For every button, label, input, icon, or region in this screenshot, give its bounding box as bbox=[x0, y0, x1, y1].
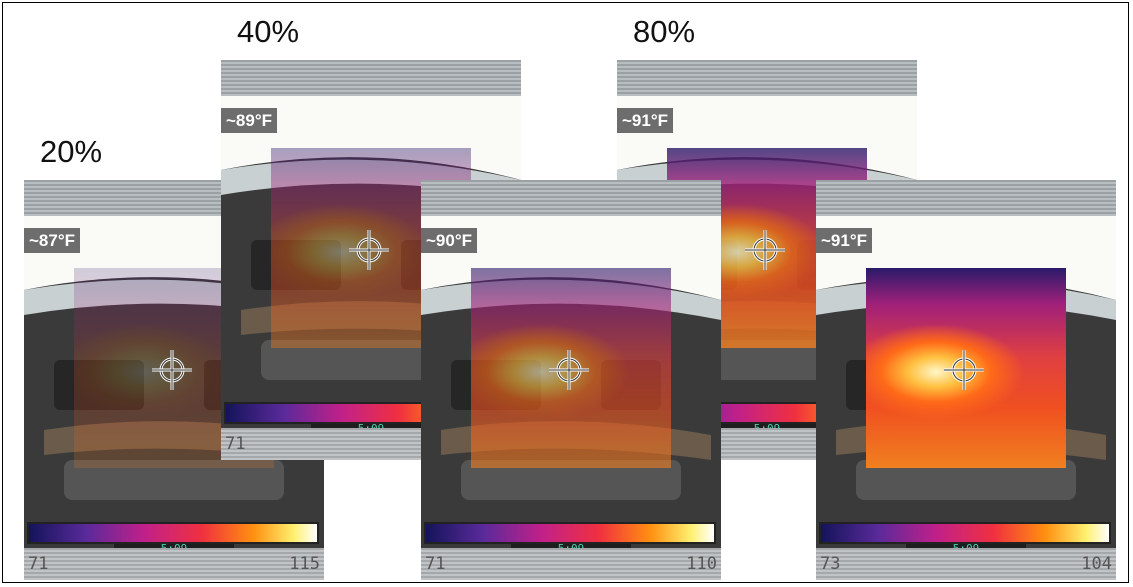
crosshair bbox=[152, 350, 192, 390]
temperature-label: ~87°F bbox=[24, 228, 81, 253]
temperature-label: ~90°F bbox=[421, 228, 478, 253]
scale-min: 71 bbox=[425, 554, 446, 574]
bottom-strip bbox=[421, 548, 721, 580]
crosshair bbox=[745, 230, 785, 275]
panel-caption: 40% bbox=[237, 14, 300, 49]
bottom-strip bbox=[24, 548, 324, 580]
crosshair bbox=[349, 230, 389, 270]
crosshair bbox=[549, 350, 589, 395]
top-bar bbox=[617, 60, 917, 96]
crosshair bbox=[745, 230, 785, 270]
color-scale bbox=[819, 522, 1111, 544]
thermal-overlay bbox=[866, 268, 1066, 468]
temperature-label: ~91°F bbox=[816, 228, 873, 253]
temperature-label: ~91°F bbox=[617, 108, 674, 133]
crosshair bbox=[152, 350, 192, 395]
top-bar bbox=[816, 180, 1116, 216]
top-bar bbox=[221, 60, 521, 96]
scale-max: 115 bbox=[289, 554, 320, 574]
crosshair bbox=[944, 350, 984, 390]
scale-min: 71 bbox=[225, 434, 246, 454]
top-bar bbox=[421, 180, 721, 216]
temperature-label: ~89°F bbox=[221, 108, 278, 133]
scale-min: 73 bbox=[820, 554, 841, 574]
bottom-strip bbox=[816, 548, 1116, 580]
panel-caption: 20% bbox=[40, 134, 103, 169]
thermal-overlay bbox=[471, 268, 671, 468]
panel-caption: 80% bbox=[633, 14, 696, 49]
scale-max: 110 bbox=[686, 554, 717, 574]
crosshair bbox=[549, 350, 589, 390]
crosshair bbox=[944, 350, 984, 395]
crosshair bbox=[349, 230, 389, 275]
scale-max: 104 bbox=[1081, 554, 1112, 574]
color-scale bbox=[27, 522, 319, 544]
color-scale bbox=[424, 522, 716, 544]
scale-min: 71 bbox=[28, 554, 49, 574]
